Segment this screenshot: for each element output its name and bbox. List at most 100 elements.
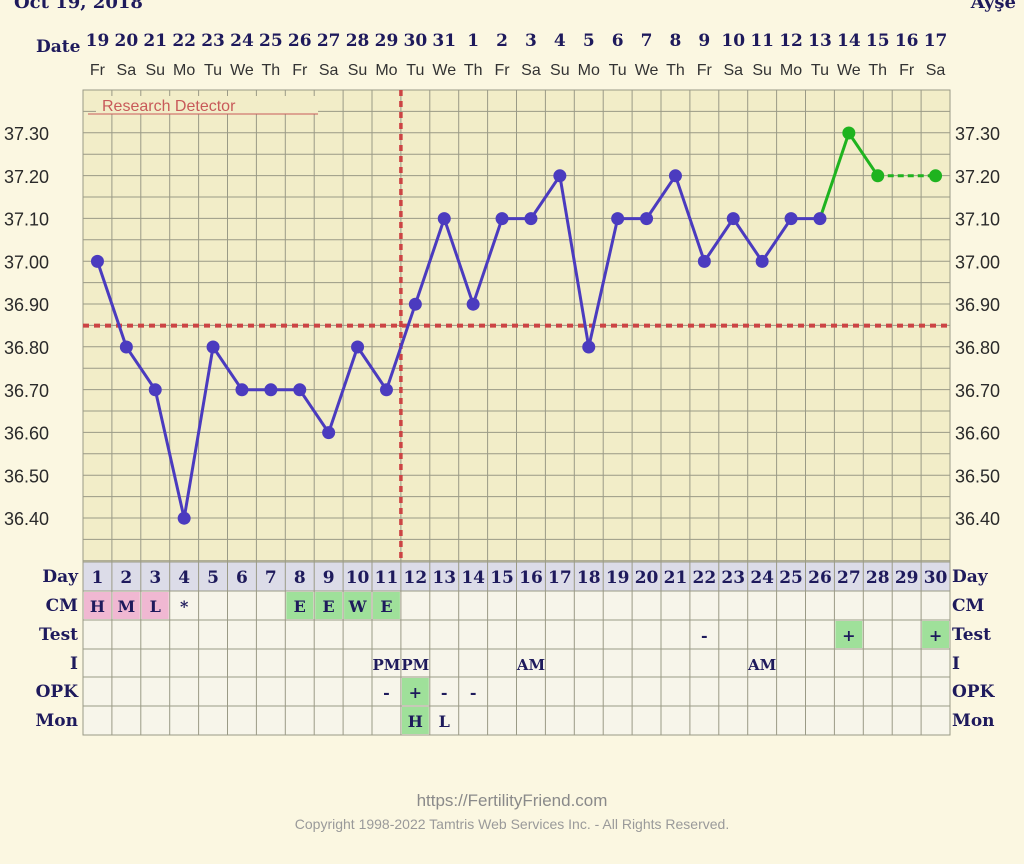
cycle-day-label: 5 (207, 568, 219, 588)
y-tick-label-left: 36.80 (4, 338, 49, 358)
cycle-day-label: 27 (837, 568, 861, 588)
chart-date: Oct 19, 2018 (14, 0, 143, 13)
cycle-day-label: 3 (149, 568, 161, 588)
intercourse-value: AM (747, 656, 776, 674)
cm-value: E (380, 597, 392, 616)
cm-value: * (180, 597, 189, 616)
weekday-label: Sa (117, 62, 137, 79)
weekday-label: Su (752, 62, 772, 79)
cycle-day-label: 28 (866, 568, 890, 588)
projected-point (871, 169, 885, 183)
temp-point (813, 212, 827, 226)
temp-line-segment (96, 260, 128, 348)
temp-line-segment (471, 218, 504, 305)
cycle-day-label: 9 (323, 568, 335, 588)
test-value: + (929, 626, 942, 645)
temp-point (351, 340, 365, 354)
temp-point (611, 212, 625, 226)
row-label-right-day: Day (952, 567, 989, 587)
cell-highlight (835, 621, 863, 648)
date-label: 20 (115, 31, 139, 51)
cycle-day-label: 17 (548, 568, 572, 588)
row-label-left-day: Day (42, 567, 79, 587)
cm-value: H (90, 597, 105, 616)
temp-point (322, 426, 336, 440)
row-opk: OPK OPK- + - - (36, 676, 996, 707)
cell-highlight (401, 707, 429, 734)
temp-line-segment (587, 218, 620, 348)
intercourse-value: PM (401, 656, 429, 674)
cm-value: M (117, 597, 135, 616)
temp-line-segment (356, 346, 388, 391)
row-label-right-opk: OPK (952, 682, 996, 702)
date-label: 24 (230, 31, 254, 51)
temp-line-segment (703, 217, 735, 263)
y-tick-label-right: 36.40 (955, 509, 1000, 529)
temp-line-segment (413, 218, 446, 305)
opk-value: - (470, 683, 477, 702)
date-label: 16 (895, 31, 919, 51)
y-tick-label-right: 36.70 (955, 381, 1000, 401)
cell-highlight (373, 592, 400, 619)
projected-line-segment (847, 132, 879, 177)
projected-point (929, 169, 943, 183)
date-label: 10 (721, 31, 745, 51)
weekday-label: Fr (899, 62, 915, 79)
temp-line-segment (182, 346, 215, 519)
temp-line-segment (125, 346, 157, 391)
row-monitor: Mon Mon H L (35, 705, 995, 736)
weekday-label: Sa (926, 62, 946, 79)
temp-point (119, 340, 133, 354)
date-label: 14 (837, 31, 861, 51)
temp-point (293, 383, 307, 397)
weekday-label: We (230, 62, 254, 79)
date-label: 31 (432, 31, 456, 51)
date-label: 21 (143, 31, 167, 51)
temp-line-segment (298, 388, 330, 434)
temp-line-segment (645, 174, 677, 220)
temp-point (784, 212, 798, 226)
date-label: 15 (866, 31, 890, 51)
date-label: 28 (346, 31, 370, 51)
temp-point (697, 254, 711, 268)
temp-point (206, 340, 220, 354)
weekday-label: Th (464, 62, 483, 79)
row-cm: CM CMH M L * E E W E (46, 590, 985, 621)
date-label: 17 (924, 31, 948, 51)
weekday-label: Mo (173, 62, 195, 79)
weekday-label: Tu (609, 62, 627, 79)
date-label: 6 (612, 31, 624, 51)
y-tick-label-left: 36.90 (4, 295, 49, 315)
y-tick-label-left: 37.20 (4, 167, 49, 187)
y-tick-label-right: 37.00 (955, 252, 1000, 272)
cycle-day-label: 7 (265, 568, 277, 588)
row-label-right-intercourse: I (952, 654, 960, 674)
weekday-label: Th (868, 62, 887, 79)
weekday-label: Tu (204, 62, 222, 79)
date-label: 12 (779, 31, 803, 51)
cycle-day-label: 23 (721, 568, 745, 588)
cell-highlight (401, 678, 429, 705)
date-label: 4 (554, 31, 566, 51)
cycle-day-label: 29 (895, 568, 919, 588)
temp-point (495, 212, 509, 226)
research-detector-label: Research Detector (102, 98, 236, 115)
cycle-day-label: 4 (178, 568, 190, 588)
temp-point (235, 383, 249, 397)
footer-url[interactable]: https://FertilityFriend.com (416, 791, 608, 810)
temp-point (553, 169, 567, 183)
y-tick-label-right: 36.90 (955, 295, 1000, 315)
y-tick-label-left: 36.50 (4, 466, 49, 486)
cycle-day-label: 1 (92, 568, 104, 588)
weekday-label: Mo (780, 62, 802, 79)
cycle-day-label: 16 (519, 568, 543, 588)
date-label: 1 (467, 31, 479, 51)
cm-value: L (150, 597, 161, 616)
cycle-day-label: 15 (490, 568, 514, 588)
date-label: 3 (525, 31, 537, 51)
temp-line-segment (153, 389, 186, 519)
y-tick-label-right: 37.10 (955, 210, 1000, 230)
row-label-left-test: Test (39, 625, 78, 645)
weekday-label: Sa (319, 62, 339, 79)
weekday-label: Su (550, 62, 570, 79)
